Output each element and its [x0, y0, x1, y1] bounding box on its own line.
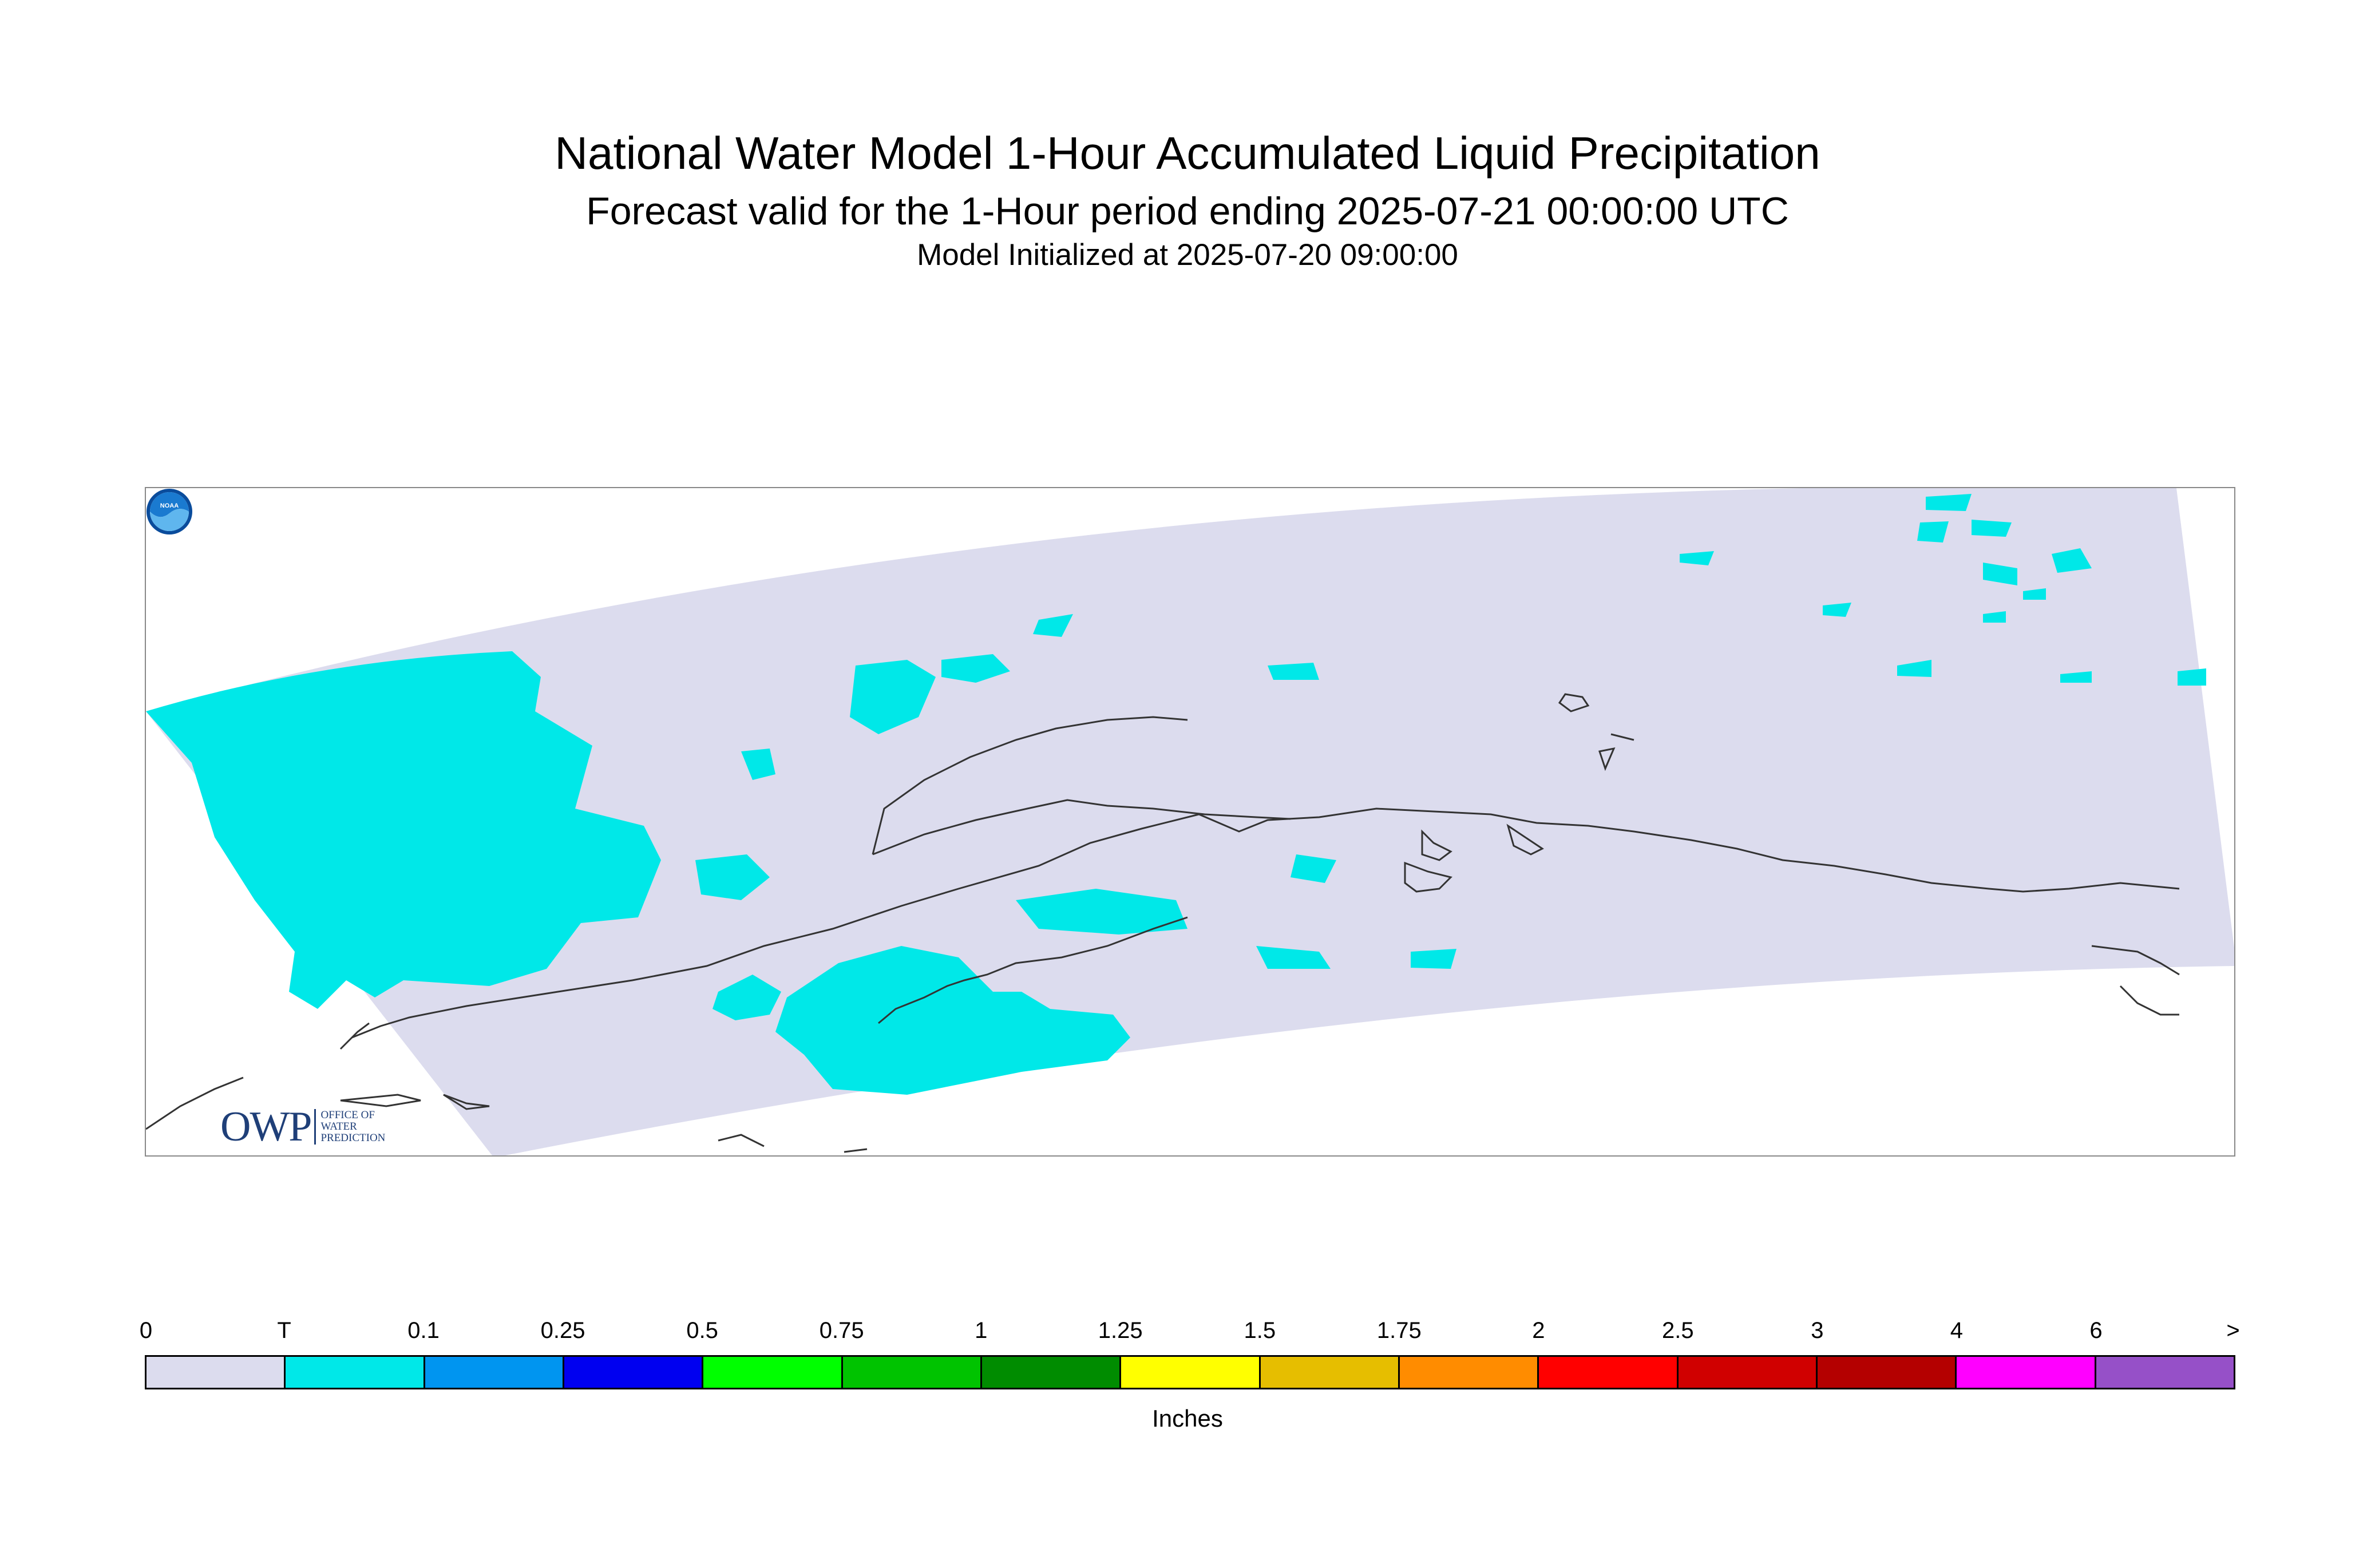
colorbar-bin [286, 1357, 425, 1388]
owp-logo-line: OFFICE OF [320, 1109, 375, 1121]
colorbar-bin [842, 1357, 982, 1388]
colorbar-bin [147, 1357, 286, 1388]
owp-logo-divider [314, 1109, 316, 1145]
noaa-logo-text: NOAA [160, 502, 179, 509]
colorbar-tick-label: 0 [139, 1318, 153, 1343]
coastlines [146, 693, 2180, 1153]
owp-logo-line: WATER [320, 1120, 357, 1133]
colorbar-bin [1817, 1357, 1957, 1388]
colorbar-bin [1678, 1357, 1818, 1388]
colorbar-tick-label: 1.25 [1098, 1318, 1143, 1343]
precipitation-map: OWP OFFICE OF WATER PREDICTION NOAA [145, 487, 2235, 1157]
colorbar-bin [981, 1357, 1122, 1388]
colorbar-tick-label: T [277, 1318, 291, 1343]
colorbar-tick-label: 2 [1532, 1318, 1545, 1343]
colorbar-bin [425, 1357, 564, 1388]
colorbar-tick-label: 3 [1811, 1318, 1824, 1343]
colorbar-tick-label: 0.1 [407, 1318, 440, 1343]
colorbar-tick-label: 0.5 [686, 1318, 718, 1343]
colorbar-bin [703, 1357, 843, 1388]
colorbar-tick-label: 0.75 [819, 1318, 864, 1343]
colorbar-bin [564, 1357, 704, 1388]
colorbar-tick-label: 6 [2089, 1318, 2103, 1343]
colorbar-bin [1539, 1357, 1679, 1388]
map-subtitle: Forecast valid for the 1-Hour period end… [586, 189, 1789, 233]
colorbar-tick-labels: 0 T 0.1 0.25 0.5 0.75 1 1.25 1.5 1.75 2 2.5 3 4 6 > [0, 1318, 2375, 1347]
owp-logo: OWP OFFICE OF WATER PREDICTION [220, 1103, 385, 1150]
colorbar-tick-label: 4 [1950, 1318, 1964, 1343]
map-title: National Water Model 1-Hour Accumulated … [555, 128, 1820, 179]
colorbar-bin [2096, 1357, 2234, 1388]
colorbar-units: Inches [1152, 1405, 1223, 1432]
colorbar-tick-label: 2.5 [1662, 1318, 1694, 1343]
colorbar-tick-label: 1.5 [1244, 1318, 1276, 1343]
colorbar-tick-label: 0.25 [540, 1318, 585, 1343]
colorbar [145, 1355, 2235, 1389]
colorbar-bin [1957, 1357, 2096, 1388]
noaa-logo-icon: NOAA [147, 489, 192, 534]
owp-logo-letters: OWP [220, 1103, 312, 1150]
model-init-time: Model Initialized at 2025-07-20 09:00:00 [917, 238, 1458, 272]
colorbar-tick-label: 1.75 [1376, 1318, 1422, 1343]
map-canvas [146, 488, 2234, 1155]
colorbar-tick-label: 1 [975, 1318, 988, 1343]
owp-logo-text: OFFICE OF WATER PREDICTION [320, 1110, 385, 1144]
trace-precip-areas [146, 494, 2206, 1095]
colorbar-tick-label: > [2226, 1318, 2240, 1343]
colorbar-bin [1399, 1357, 1539, 1388]
model-domain [146, 488, 2234, 1155]
colorbar-bin [1121, 1357, 1261, 1388]
owp-logo-line: PREDICTION [320, 1132, 386, 1144]
colorbar-bin [1260, 1357, 1400, 1388]
